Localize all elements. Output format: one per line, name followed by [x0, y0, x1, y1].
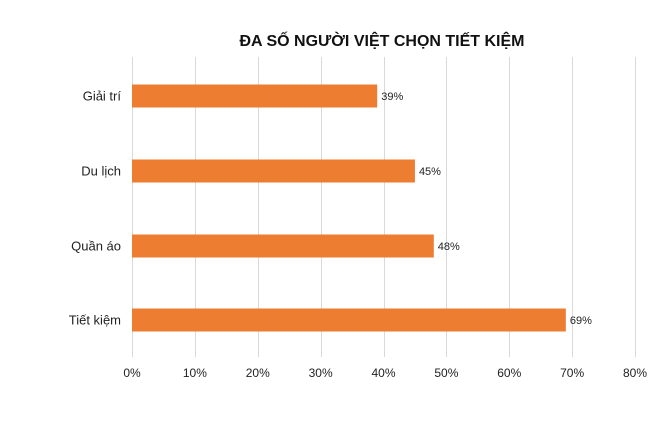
data-label: 69% [570, 315, 592, 327]
bar-2 [132, 159, 415, 183]
x-tick-label: 30% [309, 366, 333, 380]
category-label: Quần áo [71, 239, 121, 254]
x-tick-label: 80% [623, 366, 647, 380]
x-tick-label: 40% [371, 366, 395, 380]
x-tick-label: 70% [560, 366, 584, 380]
x-tick-label: 50% [434, 366, 458, 380]
category-labels: Giải trí Du lịch Quần áo Tiết kiệm [69, 89, 122, 328]
data-label: 45% [419, 166, 441, 178]
x-axis-tick-labels: 0% 10% 20% 30% 40% 50% 60% 70% 80% [123, 366, 647, 380]
x-tick-label: 0% [123, 366, 141, 380]
bar-4 [132, 308, 566, 332]
x-tick-label: 20% [246, 366, 270, 380]
x-tick-label: 10% [183, 366, 207, 380]
data-label: 39% [381, 91, 403, 103]
category-label: Giải trí [83, 89, 122, 104]
bars [132, 84, 566, 332]
category-label: Tiết kiệm [69, 313, 121, 328]
chart-title: ĐA SỐ NGƯỜI VIỆT CHỌN TIẾT KIỆM [239, 30, 524, 50]
category-label: Du lịch [81, 164, 121, 179]
bar-3 [132, 234, 434, 258]
data-label: 48% [438, 241, 460, 253]
x-tick-label: 60% [497, 366, 521, 380]
data-labels: 39% 45% 48% 69% [381, 91, 592, 327]
bar-1 [132, 84, 378, 108]
